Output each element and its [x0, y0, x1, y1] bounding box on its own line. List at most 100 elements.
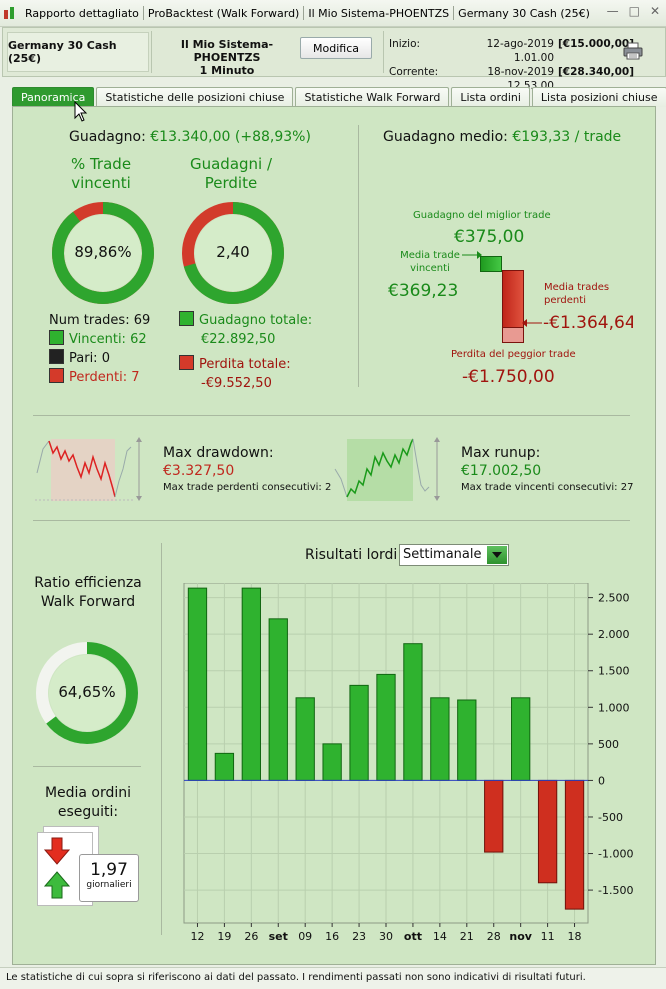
- best-trade-value: €375,00: [454, 227, 525, 247]
- avg-gain-value: €193,33 / trade: [512, 129, 622, 145]
- gain-label: Guadagno:: [69, 129, 146, 145]
- date-range: Inizio: 12-ago-2019 1.01.00 [€15.000,00]…: [389, 37, 634, 93]
- chart-bar-30: [376, 673, 396, 781]
- gain-loss-ratio: 2,40: [216, 243, 250, 261]
- x-tick-label: nov: [509, 930, 532, 943]
- chart-bar-19: [214, 752, 235, 781]
- losers-count: Perdenti: 7: [69, 370, 140, 385]
- chart-bar-09: [295, 697, 315, 781]
- avg-winning-label: Media trade vincenti: [400, 250, 460, 274]
- window-tab-system[interactable]: Il Mio Sistema-PHOENTZS: [308, 6, 450, 20]
- y-tick-label: 500: [598, 738, 619, 751]
- orders-value-box: 1,97 giornalieri: [79, 854, 139, 902]
- x-tick-label: 21: [460, 930, 474, 943]
- chart-bar-12: [187, 587, 208, 781]
- drawdown-sparkline: [35, 437, 142, 501]
- window-tab-report[interactable]: Rapporto dettagliato: [25, 6, 139, 20]
- current-label: Corrente:: [389, 66, 439, 78]
- tab-lista-posizioni-chiuse[interactable]: Lista posizioni chiuse: [531, 87, 666, 107]
- total-gain-icon: [179, 311, 194, 326]
- title-bar: Rapporto dettagliato ProBacktest (Walk F…: [0, 0, 666, 27]
- mouse-cursor-icon: [74, 101, 88, 122]
- win-rate-donut: [52, 202, 154, 304]
- total-loss-icon: [179, 355, 194, 370]
- y-tick-label: -1.000: [598, 848, 633, 861]
- minimize-icon[interactable]: —: [606, 4, 619, 18]
- period-dropdown[interactable]: Settimanale: [399, 544, 509, 566]
- win-rate-title: % Trade vincenti: [70, 155, 132, 192]
- max-runup-label: Max runup:: [461, 445, 541, 461]
- totals: Guadagno totale: €22.892,50 Perdita tota…: [179, 311, 312, 393]
- best-trade-label: Guadagno del miglior trade: [413, 210, 551, 221]
- start-amount: [€15.000,00]: [558, 38, 635, 50]
- chevron-down-icon[interactable]: [487, 546, 507, 564]
- chart-bar-23: [349, 684, 369, 781]
- tab-lista-ordini[interactable]: Lista ordini: [451, 87, 530, 107]
- consec-loss-value: 2: [324, 482, 332, 493]
- even-count: Pari: 0: [69, 351, 110, 366]
- consec-loss-info: Max trade perdenti consecutivi: 2: [163, 482, 331, 493]
- chart-bar-set: [268, 618, 288, 781]
- total-loss-value: -€9.552,50: [201, 376, 272, 391]
- winners-legend-icon: [49, 330, 64, 345]
- x-tick-label: 19: [217, 930, 231, 943]
- y-tick-label: -1.500: [598, 884, 633, 897]
- report-header: Germany 30 Cash (25€) Il Mio Sistema-PHO…: [2, 27, 666, 92]
- x-tick-label: 30: [379, 930, 393, 943]
- timeframe: 1 Minuto: [199, 64, 255, 77]
- tab-statistiche-posizioni-chiuse[interactable]: Statistiche delle posizioni chiuse: [96, 87, 294, 107]
- gain-value: €13.340,00 (+88,93%): [150, 129, 311, 145]
- window-tab-instrument[interactable]: Germany 30 Cash (25€): [458, 6, 590, 20]
- tab-statistiche-walk-forward[interactable]: Statistiche Walk Forward: [295, 87, 450, 107]
- x-tick-label: 16: [325, 930, 339, 943]
- max-runup-value: €17.002,50: [461, 463, 542, 479]
- printer-icon[interactable]: [623, 42, 643, 60]
- x-tick-label: 14: [433, 930, 447, 943]
- max-drawdown-label: Max drawdown:: [163, 445, 274, 461]
- worst-loss-bar: [502, 327, 524, 343]
- tab-panoramica[interactable]: Panoramica: [12, 87, 95, 107]
- maximize-icon[interactable]: □: [628, 4, 640, 18]
- avg-gain-summary: Guadagno medio: €193,33 / trade: [383, 129, 621, 145]
- orders-title: Media ordini eseguiti:: [44, 785, 132, 820]
- total-gain-label: Guadagno totale:: [199, 313, 313, 328]
- chart-bar-26: [241, 587, 261, 781]
- overview-panel: Guadagno: €13.340,00 (+88,93%) % Trade v…: [12, 106, 656, 965]
- y-tick-label: 1.000: [598, 701, 630, 714]
- chart-bar-14: [430, 697, 450, 781]
- x-tick-label: ott: [404, 930, 422, 943]
- win-rate-value: 89,86%: [74, 243, 132, 261]
- chart-bar-11: [537, 779, 558, 884]
- system-name: Il Mio Sistema-PHOENTZS: [180, 38, 274, 64]
- x-tick-label: 11: [541, 930, 555, 943]
- edit-button[interactable]: Modifica: [300, 37, 372, 59]
- period-dropdown-value: Settimanale: [403, 547, 482, 562]
- chart-bar-18: [564, 779, 585, 910]
- chart-bar-nov: [511, 697, 531, 781]
- y-tick-label: 0: [598, 774, 605, 787]
- orders-unit: giornalieri: [86, 880, 132, 890]
- x-tick-label: 23: [352, 930, 366, 943]
- system-info: Il Mio Sistema-PHOENTZS 1 Minuto: [155, 38, 299, 77]
- disclaimer-footer: Le statistiche di cui sopra si riferisco…: [0, 967, 666, 989]
- x-tick-label: 12: [190, 930, 204, 943]
- avg-winning-value: €369,23: [388, 281, 459, 301]
- avg-loss-bar: [502, 270, 524, 329]
- chart-bar-28: [484, 779, 504, 853]
- window-tab-probacktest[interactable]: ProBacktest (Walk Forward): [147, 6, 300, 20]
- x-tick-label: set: [269, 930, 288, 943]
- results-chart: 2.500 2.000 1.500 1.000 500 0 -500 -1.000 -1.500…: [183, 583, 633, 943]
- gain-loss-title: Guadagni / Perdite: [189, 155, 273, 192]
- consec-win-value: 27: [620, 482, 634, 493]
- gain-summary: Guadagno: €13.340,00 (+88,93%): [69, 129, 311, 145]
- max-drawdown-value: €3.327,50: [163, 463, 235, 479]
- avg-win-bar: [480, 256, 502, 272]
- close-icon[interactable]: ✕: [649, 4, 660, 18]
- avg-win-arrow-icon: [462, 251, 482, 259]
- worst-trade-value: -€1.750,00: [462, 367, 555, 387]
- x-tick-label: 28: [487, 930, 501, 943]
- results-title: Risultati lordi: [305, 547, 398, 563]
- report-tabs: Panoramica Statistiche delle posizioni c…: [12, 87, 666, 107]
- y-tick-label: 2.500: [598, 592, 630, 605]
- consec-loss-label: Max trade perdenti consecutivi:: [163, 482, 322, 493]
